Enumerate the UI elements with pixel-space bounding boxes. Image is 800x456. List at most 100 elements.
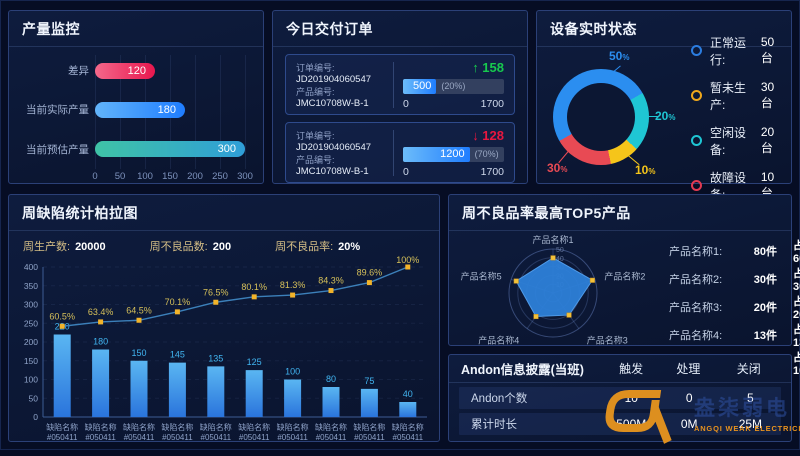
line-marker <box>366 280 372 286</box>
product-share: 占比13% <box>793 324 800 349</box>
bar: 300 <box>95 141 245 158</box>
x-category-line1: 缺陷名称 <box>46 422 78 432</box>
legend-label: 空闲设备: <box>710 125 747 157</box>
bar-track: 120 <box>95 62 245 79</box>
production-x-axis: 0 50 100 150 200 250 300 <box>92 171 253 185</box>
devices-chart-area: 50% 20% 10% 30% 正常运行: 50台 暂未生产: 30台 空闲设备: 20台 故障设… <box>537 35 791 202</box>
gridline <box>220 55 221 169</box>
scale-max: 1700 <box>480 98 504 110</box>
order-ids: 订单编号: JD201904060547 产品编号: JMC10708W-B-1 <box>296 130 384 177</box>
production-bar-row: 当前实际产量 180 <box>15 101 245 119</box>
top5-radar-chart: 5040302010产品名称1产品名称2产品名称3产品名称4产品名称5 <box>451 231 663 349</box>
y-axis-tick: 350 <box>24 281 38 291</box>
legend-marker <box>691 90 702 101</box>
product-no-label: 产品编号: <box>296 87 335 97</box>
bar-category-label: 当前实际产量 <box>26 104 89 117</box>
legend-marker <box>691 180 702 191</box>
order-ids: 订单编号: JD201904060547 产品编号: JMC10708W-B-1 <box>296 62 384 109</box>
progress-track: 1200 <box>403 147 504 162</box>
product-no-label: 产品编号: <box>296 155 335 165</box>
stat-value: 200 <box>212 241 232 253</box>
progress-value: 500 <box>412 80 432 92</box>
order-no-label: 订单编号: <box>296 63 335 73</box>
bar-value-label: 150 <box>131 348 146 358</box>
bar-value-label: 40 <box>403 389 413 399</box>
panel-title-production: 产量监控 <box>9 11 263 47</box>
x-category-line1: 缺陷名称 <box>200 422 232 432</box>
product-count: 80件 <box>753 246 777 258</box>
x-category-line2: #050411 <box>47 433 78 442</box>
panel-pareto: 周缺陷统计柏拉图 周生产数: 20000 周不良品数: 200 周不良品率: 20% 0 5… <box>8 194 440 442</box>
bar-value-label: 80 <box>326 374 336 384</box>
pareto-bar <box>399 402 417 417</box>
x-axis-tick: 250 <box>212 171 228 182</box>
bar-category-label: 差异 <box>68 65 89 78</box>
pareto-svg: 050100150200250300350400220缺陷名称#05041118… <box>24 255 427 442</box>
progress-scale: 0 1700 <box>403 98 504 110</box>
andon-table-title: Andon信息披露(当班) <box>461 363 584 377</box>
column-header: 触发 <box>619 362 644 376</box>
production-bar-chart: 差异 120 当前实际产量 180 当前预估产量 300 0 50 100 150 200 250 30… <box>15 51 253 185</box>
x-axis-tick: 50 <box>114 171 126 182</box>
pareto-bar <box>245 370 263 417</box>
radar-svg: 5040302010产品名称1产品名称2产品名称3产品名称4产品名称5 <box>461 234 646 346</box>
pareto-stat: 周生产数: 20000 <box>23 237 106 255</box>
progress-value: 1200 <box>440 148 465 160</box>
pareto-bar <box>53 334 71 417</box>
legend-item: 正常运行: 50台 <box>691 34 783 68</box>
panel-title-devices: 设备实时状态 <box>537 11 791 47</box>
order-card: 订单编号: JD201904060547 产品编号: JMC10708W-B-1 ↓ 1… <box>285 122 515 183</box>
x-category-line2: #050411 <box>393 433 424 442</box>
order-no-label: 订单编号: <box>296 131 335 141</box>
stat-label: 周不良品率: <box>275 241 334 253</box>
radar-marker <box>513 278 519 284</box>
legend-value: 20台 <box>760 125 775 155</box>
x-axis-tick: 150 <box>162 171 178 182</box>
scale-min: 0 <box>403 166 409 178</box>
x-category-line1: 缺陷名称 <box>161 422 193 432</box>
progress-fill: 1200 <box>403 147 470 162</box>
y-axis-tick: 50 <box>29 393 39 403</box>
slice-percent-label: 30% <box>547 161 568 175</box>
production-bar-row: 当前预估产量 300 <box>15 140 245 158</box>
stat-value: 20000 <box>75 241 106 253</box>
donut-ring <box>553 69 649 165</box>
pareto-bar <box>207 366 225 417</box>
slice-percent-label: 10% <box>635 163 656 177</box>
table-row: Andon个数 10 0 5 <box>459 387 781 409</box>
x-category-line1: 缺陷名称 <box>315 422 347 432</box>
x-category-line2: #050411 <box>201 433 232 442</box>
bar-value-label: 180 <box>93 337 108 347</box>
radar-marker <box>589 277 595 283</box>
y-axis-tick: 400 <box>24 262 38 272</box>
legend-item: 暂未生产: 30台 <box>691 79 783 113</box>
x-category-line2: #050411 <box>124 433 155 442</box>
percent-label: 60.5% <box>49 311 75 321</box>
table-cell: 0M <box>680 417 698 431</box>
x-category-line2: #050411 <box>162 433 193 442</box>
legend-value: 50台 <box>760 35 775 65</box>
progress-percent: (70%) <box>474 149 499 159</box>
column-header: 处理 <box>676 362 701 376</box>
pareto-bar <box>168 362 186 417</box>
y-axis-tick: 300 <box>24 300 38 310</box>
radar-marker <box>533 314 539 320</box>
divider <box>393 130 394 176</box>
bar-track: 300 <box>95 141 245 158</box>
cumulative-line <box>62 266 409 327</box>
radar-axis-label: 产品名称3 <box>587 335 628 346</box>
pareto-stat: 周不良品数: 200 <box>150 237 231 255</box>
percent-label: 76.5% <box>203 287 229 297</box>
x-category-line2: #050411 <box>316 433 347 442</box>
order-no-value: JD201904060547 <box>296 142 372 153</box>
pareto-stats-row: 周生产数: 20000 周不良品数: 200 周不良品率: 20% <box>9 231 439 255</box>
progress-percent: (20%) <box>441 81 466 91</box>
x-category-line1: 缺陷名称 <box>85 422 117 432</box>
ring-label: 50 <box>556 247 564 254</box>
line-marker <box>405 264 411 270</box>
andon-table-header: Andon信息披露(当班) 触发 处理 关闭 <box>449 355 791 383</box>
divider <box>393 62 394 108</box>
delta-badge: ↓ 128 <box>472 128 504 143</box>
x-category-line1: 缺陷名称 <box>238 422 270 432</box>
product-count: 13件 <box>753 330 777 342</box>
